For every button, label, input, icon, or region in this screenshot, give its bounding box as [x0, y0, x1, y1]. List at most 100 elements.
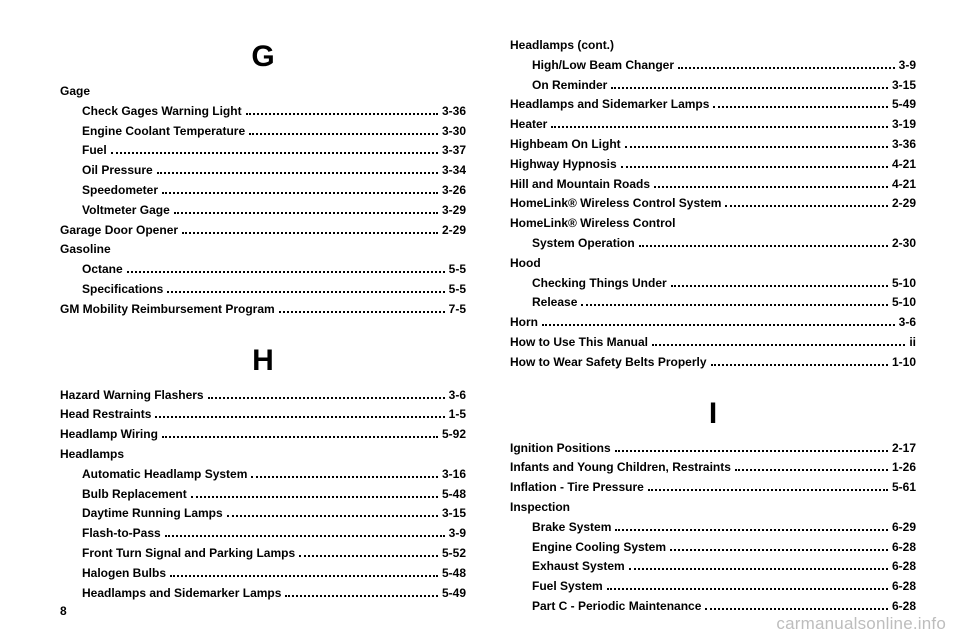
index-entry-page: 5-5	[449, 260, 466, 280]
index-entry-page: 3-34	[442, 161, 466, 181]
index-entry: Voltmeter Gage3-29	[60, 201, 466, 221]
index-entry-page: 5-48	[442, 485, 466, 505]
index-entry: Front Turn Signal and Parking Lamps5-52	[60, 544, 466, 564]
index-entry: Flash-to-Pass3-9	[60, 524, 466, 544]
index-entry-label: GM Mobility Reimbursement Program	[60, 300, 275, 320]
index-entry: Garage Door Opener2-29	[60, 221, 466, 241]
index-entry-label: Headlamps and Sidemarker Lamps	[510, 95, 709, 115]
index-entry-label: Head Restraints	[60, 405, 151, 425]
index-entry-label: Automatic Headlamp System	[82, 465, 247, 485]
index-entry-page: 5-61	[892, 478, 916, 498]
watermark-text: carmanualsonline.info	[776, 614, 946, 634]
index-entry-page: 1-10	[892, 353, 916, 373]
index-entry-label: Brake System	[532, 518, 611, 538]
index-entry-page: 6-28	[892, 538, 916, 558]
section-letter: G	[60, 40, 466, 74]
index-entry-page: 2-29	[892, 194, 916, 214]
leader-dots	[208, 397, 445, 399]
index-entry: Specifications 5-5	[60, 280, 466, 300]
index-entry-label: Check Gages Warning Light	[82, 102, 242, 122]
leader-dots	[162, 192, 438, 194]
leader-dots	[111, 152, 438, 154]
index-entry-page: 6-29	[892, 518, 916, 538]
leader-dots	[155, 416, 444, 418]
leader-dots	[581, 304, 888, 306]
index-entry: Fuel 3-37	[60, 141, 466, 161]
leader-dots	[639, 245, 888, 247]
leader-dots	[654, 186, 888, 188]
index-entry: How to Use This Manualii	[510, 333, 916, 353]
leader-dots	[705, 608, 888, 610]
index-entry: Halogen Bulbs5-48	[60, 564, 466, 584]
index-entry-page: 3-9	[449, 524, 466, 544]
leader-dots	[251, 476, 438, 478]
index-entry-page: 5-48	[442, 564, 466, 584]
index-entry-page: 3-15	[442, 504, 466, 524]
index-heading: Gage	[60, 82, 466, 102]
left-column: G GageCheck Gages Warning Light3-36Engine…	[60, 36, 466, 617]
leader-dots	[170, 575, 438, 577]
leader-dots	[713, 106, 888, 108]
index-entry: Exhaust System6-28	[510, 557, 916, 577]
index-entry-page: 3-37	[442, 141, 466, 161]
section-letter: H	[60, 344, 466, 378]
index-entry-page: 6-28	[892, 577, 916, 597]
index-entry-label: Ignition Positions	[510, 439, 611, 459]
index-entry: On Reminder3-15	[510, 76, 916, 96]
leader-dots	[182, 232, 438, 234]
index-heading: Gasoline	[60, 240, 466, 260]
index-entry-page: 3-26	[442, 181, 466, 201]
leader-dots	[246, 113, 438, 115]
index-entry: Check Gages Warning Light3-36	[60, 102, 466, 122]
index-entry: GM Mobility Reimbursement Program7-5	[60, 300, 466, 320]
index-entry-label: Checking Things Under	[532, 274, 667, 294]
index-entry-label: Infants and Young Children, Restraints	[510, 458, 731, 478]
index-entry-page: 3-15	[892, 76, 916, 96]
index-entry-page: 3-29	[442, 201, 466, 221]
index-entry-label: Front Turn Signal and Parking Lamps	[82, 544, 295, 564]
index-entry-label: HomeLink® Wireless Control System	[510, 194, 721, 214]
leader-dots	[725, 205, 888, 207]
index-entry-label: Bulb Replacement	[82, 485, 187, 505]
columns-wrap: GGageCheck Gages Warning Light3-36Engine…	[60, 36, 916, 617]
leader-dots	[174, 212, 438, 214]
index-entry-page: 5-49	[892, 95, 916, 115]
index-entry-label: Part C - Periodic Maintenance	[532, 597, 701, 617]
leader-dots	[648, 489, 888, 491]
leader-dots	[227, 515, 438, 517]
index-entry-page: 5-5	[449, 280, 466, 300]
leader-dots	[162, 436, 438, 438]
leader-dots	[191, 496, 438, 498]
index-entry: Automatic Headlamp System3-16	[60, 465, 466, 485]
index-entry: Hill and Mountain Roads4-21	[510, 175, 916, 195]
index-entry-label: Fuel System	[532, 577, 603, 597]
index-entry: Octane 5-5	[60, 260, 466, 280]
index-entry-label: Fuel	[82, 141, 107, 161]
leader-dots	[279, 311, 445, 313]
index-entry-label: Specifications	[82, 280, 163, 300]
index-entry-page: 3-6	[449, 386, 466, 406]
index-entry-label: Octane	[82, 260, 123, 280]
leader-dots	[249, 133, 438, 135]
leader-dots	[671, 285, 888, 287]
right-column: Headlamps (cont.)High/Low Beam Changer3-…	[510, 36, 916, 617]
leader-dots	[607, 588, 888, 590]
index-entry-page: 5-92	[442, 425, 466, 445]
index-entry: Inflation - Tire Pressure5-61	[510, 478, 916, 498]
index-entry: Headlamps and Sidemarker Lamps5-49	[60, 584, 466, 604]
page-number: 8	[60, 604, 67, 618]
index-entry-page: 4-21	[892, 155, 916, 175]
index-entry-label: System Operation	[532, 234, 635, 254]
index-entry-label: Horn	[510, 313, 538, 333]
index-entry: Headlamp Wiring5-92	[60, 425, 466, 445]
index-entry: Oil Pressure 3-34	[60, 161, 466, 181]
index-entry: High/Low Beam Changer3-9	[510, 56, 916, 76]
index-entry-label: Engine Cooling System	[532, 538, 666, 558]
index-entry-label: Oil Pressure	[82, 161, 153, 181]
index-entry-page: 5-10	[892, 274, 916, 294]
index-entry: Engine Coolant Temperature3-30	[60, 122, 466, 142]
index-entry-page: 2-29	[442, 221, 466, 241]
index-entry: Daytime Running Lamps3-15	[60, 504, 466, 524]
index-entry-label: Engine Coolant Temperature	[82, 122, 245, 142]
leader-dots	[615, 529, 888, 531]
